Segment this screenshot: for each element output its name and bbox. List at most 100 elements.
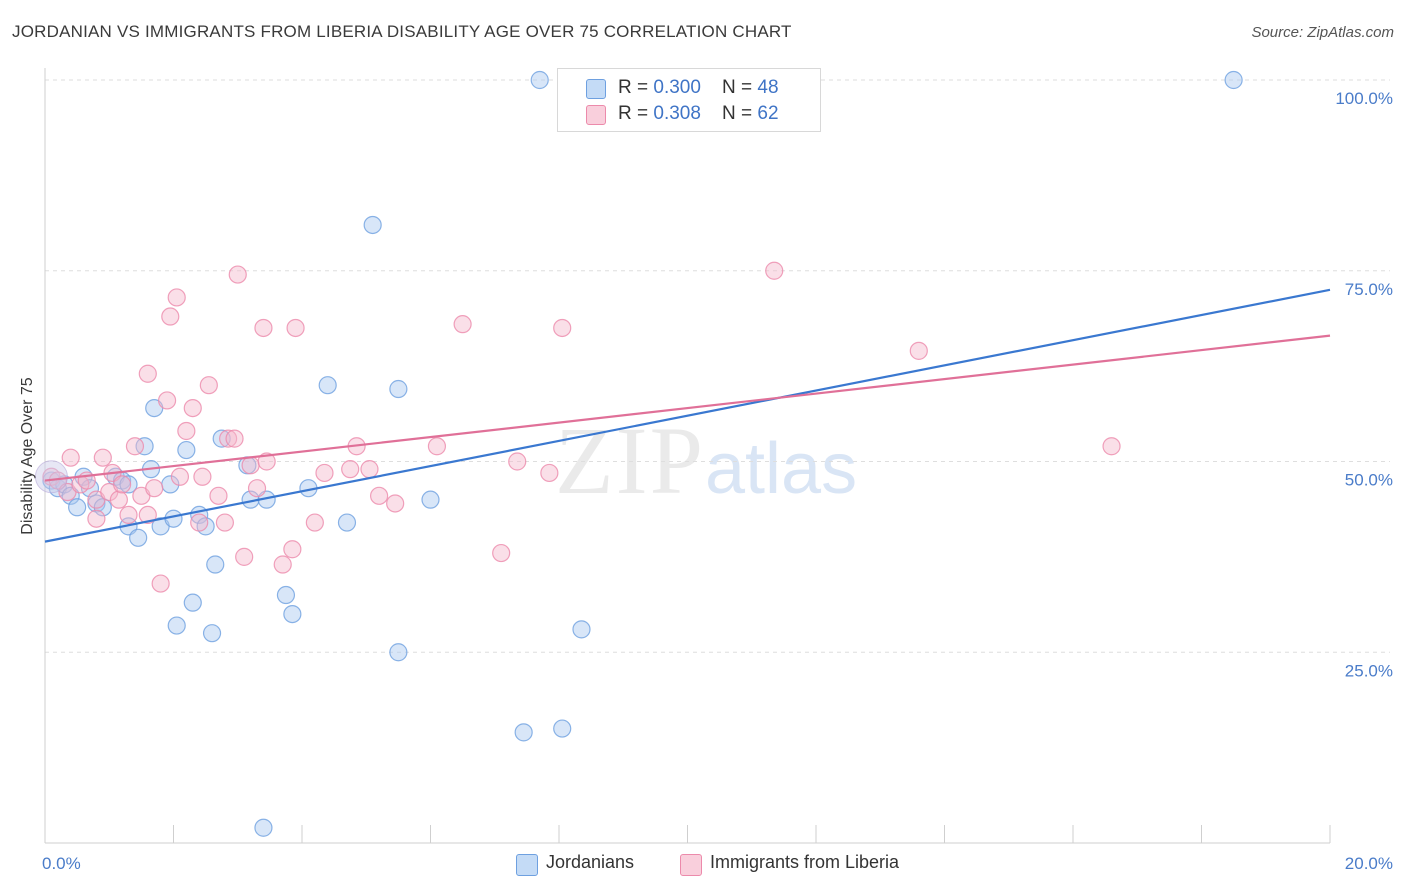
liberia-point	[151, 574, 170, 593]
jordanian-trend-line	[44, 288, 1331, 543]
x-tick-label: 0.0%	[42, 854, 81, 873]
jordanian-point	[129, 528, 148, 547]
legend-n-value: 62	[757, 103, 779, 124]
liberia-point	[161, 307, 180, 326]
jordanian-point	[167, 616, 186, 635]
jordanian-point	[337, 513, 357, 532]
y-axis-label: Disability Age Over 75	[19, 377, 36, 535]
liberia-trend-line	[44, 334, 1331, 482]
watermark-zip: ZIP	[555, 407, 705, 514]
liberia-point	[109, 490, 128, 509]
trend-lines	[44, 288, 1331, 543]
liberia-point	[190, 513, 209, 532]
liberia-point	[157, 391, 177, 410]
jordanian-point	[276, 585, 296, 605]
liberia-point	[386, 494, 405, 513]
jordanian-point	[135, 437, 154, 456]
y-tick-label: 25.0%	[1345, 661, 1393, 680]
jordanian-point	[68, 498, 87, 517]
jordanian-point	[553, 719, 572, 738]
jordanian-point	[389, 379, 408, 399]
cluster-point	[34, 460, 68, 494]
bottom-legend-label: Jordanians	[546, 852, 635, 872]
jordanian-point	[164, 509, 183, 528]
liberia-point	[199, 376, 218, 395]
liberia-point	[427, 437, 447, 456]
legend-r-label: R =	[618, 77, 654, 98]
legend-swatch-liberia	[586, 105, 606, 125]
jordanian-point	[283, 604, 302, 624]
liberia-point	[508, 452, 527, 471]
jordanian-point	[514, 723, 533, 742]
liberia-point	[286, 318, 305, 338]
jordanian-point	[206, 555, 225, 574]
jordanian-point	[93, 498, 112, 517]
liberia-point	[247, 479, 267, 498]
liberia-point	[257, 452, 276, 471]
liberia-point	[170, 467, 190, 486]
liberia-point	[119, 505, 138, 525]
liberia-point	[228, 265, 247, 284]
tick-labels: 100.0% 75.0% 50.0% 25.0% 0.0% 20.0%	[42, 89, 1393, 873]
liberia-point	[209, 486, 228, 505]
liberia-point	[193, 467, 212, 486]
liberia-point	[138, 364, 157, 383]
jordanian-point	[212, 429, 231, 448]
watermark: ZIPatlas	[555, 405, 857, 516]
liberia-point	[283, 540, 302, 559]
stats-legend: R = 0.300 N = 48 R = 0.308 N = 62	[557, 68, 821, 132]
data-points	[34, 70, 1243, 837]
liberia-point	[138, 505, 157, 525]
legend-r-value: 0.308	[653, 103, 701, 124]
grid-lines	[45, 79, 1390, 653]
jordanian-point	[421, 490, 440, 509]
jordanian-point	[177, 440, 196, 460]
bottom-legend-label: Immigrants from Liberia	[710, 852, 900, 872]
liberia-point	[183, 398, 202, 418]
liberia-point	[177, 421, 196, 441]
jordanian-point	[202, 624, 222, 643]
liberia-point	[61, 448, 80, 467]
legend-n-label: N =	[722, 103, 758, 124]
jordanian-point	[318, 376, 337, 395]
jordanian-point	[254, 818, 273, 837]
legend-r-value: 0.300	[653, 77, 701, 98]
source-label: Source: ZipAtlas.com	[1251, 24, 1394, 41]
liberia-point	[93, 448, 112, 467]
liberia-point	[553, 318, 572, 338]
legend-r-label: R =	[618, 103, 654, 124]
liberia-point	[1102, 437, 1121, 456]
jordanian-point	[1224, 70, 1243, 90]
liberia-point	[219, 429, 238, 448]
liberia-point	[87, 509, 106, 528]
legend-swatch-jordanians	[586, 79, 606, 99]
liberia-point	[909, 341, 928, 360]
jordanian-point	[119, 475, 138, 494]
liberia-point	[492, 543, 511, 563]
liberia-point	[241, 456, 260, 475]
liberia-point	[315, 463, 334, 483]
liberia-point	[341, 460, 360, 479]
axes	[44, 68, 1331, 844]
y-tick-label: 75.0%	[1345, 280, 1393, 299]
liberia-point	[254, 318, 273, 338]
legend-n-label: N =	[722, 77, 758, 98]
liberia-point	[145, 479, 164, 498]
liberia-point	[273, 555, 292, 574]
liberia-point	[360, 460, 379, 479]
liberia-point	[215, 513, 234, 532]
liberia-point	[112, 475, 132, 494]
liberia-point	[540, 463, 559, 483]
liberia-point	[305, 513, 324, 532]
jordanian-point	[572, 620, 591, 639]
liberia-point	[167, 288, 186, 307]
jordanian-point	[183, 593, 202, 612]
jordanian-point	[530, 70, 549, 90]
x-tick-label: 20.0%	[1345, 854, 1393, 873]
liberia-point	[235, 547, 254, 566]
liberia-point	[453, 315, 472, 334]
liberia-point	[370, 486, 389, 505]
chart-title: JORDANIAN VS IMMIGRANTS FROM LIBERIA DIS…	[12, 22, 792, 41]
jordanian-point	[363, 215, 382, 235]
